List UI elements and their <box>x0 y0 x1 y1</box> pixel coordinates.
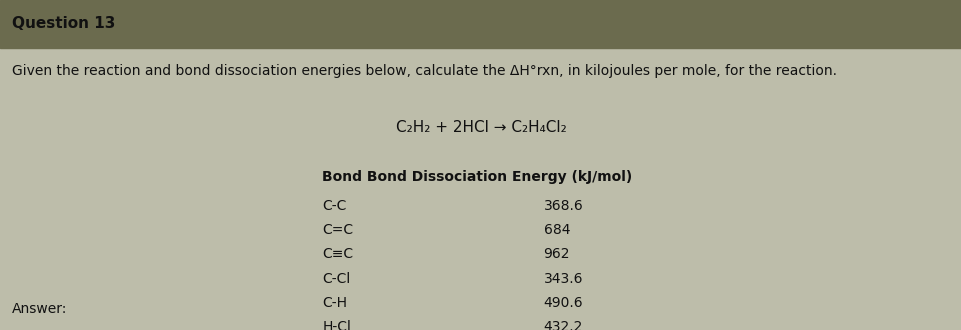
Text: C-C: C-C <box>322 199 346 213</box>
Text: Question 13: Question 13 <box>12 16 114 31</box>
Text: Given the reaction and bond dissociation energies below, calculate the ΔH°rxn, i: Given the reaction and bond dissociation… <box>12 64 836 78</box>
Text: Bond Bond Dissociation Energy (kJ/mol): Bond Bond Dissociation Energy (kJ/mol) <box>322 170 632 183</box>
Text: C-Cl: C-Cl <box>322 272 350 285</box>
Text: C₂H₂ + 2HCl → C₂H₄Cl₂: C₂H₂ + 2HCl → C₂H₄Cl₂ <box>395 119 566 135</box>
Text: C≡C: C≡C <box>322 248 353 261</box>
Text: 368.6: 368.6 <box>543 199 582 213</box>
Text: 343.6: 343.6 <box>543 272 582 285</box>
Text: 432.2: 432.2 <box>543 320 582 330</box>
Text: 490.6: 490.6 <box>543 296 582 310</box>
Text: 962: 962 <box>543 248 570 261</box>
Text: H-Cl: H-Cl <box>322 320 351 330</box>
Bar <box>0 0 961 48</box>
Text: C=C: C=C <box>322 223 353 237</box>
Text: C-H: C-H <box>322 296 347 310</box>
Text: 684: 684 <box>543 223 570 237</box>
Text: Answer:: Answer: <box>12 302 67 315</box>
